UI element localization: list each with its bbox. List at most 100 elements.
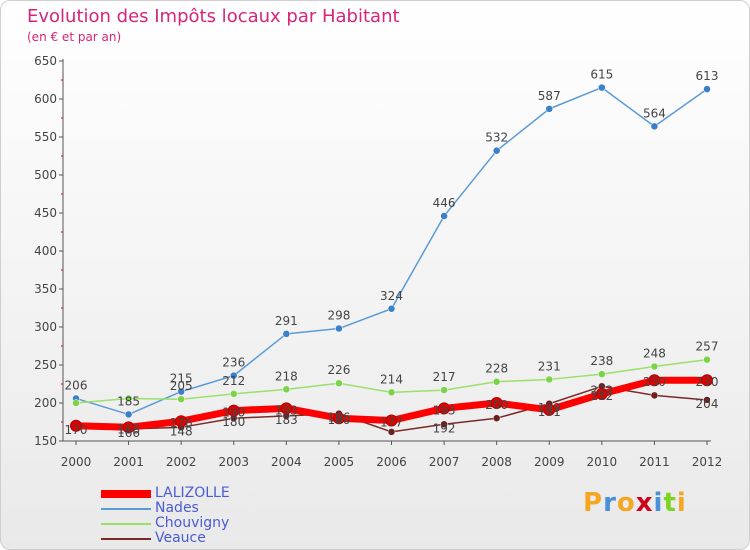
x-tick-label: 2012	[692, 455, 723, 469]
legend-item-nades: Nades	[101, 500, 281, 516]
x-tick-label: 2008	[481, 455, 512, 469]
y-tick-label: 500	[34, 168, 57, 182]
data-label-veauce: 204	[696, 397, 719, 411]
legend-item-lalizolle: LALIZOLLE	[101, 485, 281, 501]
data-label-veauce: 180	[222, 415, 245, 429]
data-label-lalizolle: 191	[538, 405, 561, 419]
data-label-nades: 564	[643, 106, 666, 120]
data-point-lalizolle	[122, 421, 135, 434]
data-point-nades	[492, 146, 501, 155]
data-label-nades: 615	[590, 68, 613, 82]
data-label-chouvigny: 248	[643, 347, 666, 361]
x-tick-label: 2009	[534, 455, 565, 469]
data-label-nades: 291	[275, 314, 298, 328]
data-label-lalizolle: 193	[275, 403, 298, 417]
data-label-veauce: 183	[275, 413, 298, 427]
data-label-nades: 587	[538, 89, 561, 103]
x-tick-label: 2003	[218, 455, 249, 469]
data-label-nades: 185	[117, 394, 140, 408]
data-label-chouvigny: 226	[327, 363, 350, 377]
data-label-chouvigny: 238	[590, 354, 613, 368]
data-point-chouvigny	[598, 370, 606, 378]
data-label-nades: 206	[65, 378, 88, 392]
data-point-nades	[440, 212, 448, 220]
data-label-veauce: 148	[170, 424, 193, 438]
legend-swatch-chouvigny	[101, 523, 151, 525]
y-tick-label: 150	[34, 434, 57, 448]
legend-swatch-lalizolle	[101, 490, 151, 498]
data-point-lalizolle	[385, 414, 398, 427]
data-label-veauce: 186	[327, 411, 350, 425]
data-point-veauce	[387, 428, 396, 436]
legend-item-chouvigny: Chouvigny	[101, 515, 281, 531]
y-tick-label: 600	[34, 92, 57, 106]
data-point-chouvigny	[545, 375, 553, 384]
data-point-lalizolle	[175, 415, 188, 428]
data-label-chouvigny: 231	[538, 359, 561, 373]
data-point-nades	[387, 305, 396, 313]
x-tick-label: 2002	[166, 455, 197, 469]
data-label-veauce: 192	[433, 421, 456, 435]
data-label-veauce: 222	[590, 383, 613, 397]
y-tick-label: 550	[34, 130, 57, 144]
data-label-chouvigny: 217	[433, 370, 456, 384]
data-label-lalizolle: 168	[117, 422, 140, 436]
data-point-chouvigny	[72, 399, 80, 407]
logo-letter: i	[653, 488, 664, 518]
data-point-lalizolle	[648, 374, 661, 387]
chart-subtitle: (en € et par an)	[27, 30, 122, 44]
y-tick-label: 250	[34, 358, 57, 372]
x-tick-label: 2006	[376, 455, 407, 469]
data-point-chouvigny	[177, 395, 185, 403]
data-point-chouvigny	[230, 390, 238, 398]
y-tick-label: 650	[34, 54, 57, 68]
data-point-veauce	[492, 414, 501, 422]
x-tick-label: 2004	[271, 455, 302, 469]
data-point-lalizolle	[280, 402, 293, 415]
data-point-lalizolle	[332, 412, 345, 425]
data-point-nades	[335, 324, 343, 333]
logo-letter: i	[676, 488, 687, 518]
data-point-lalizolle	[227, 404, 240, 417]
data-point-lalizolle	[438, 402, 451, 415]
data-label-nades: 324	[380, 289, 403, 303]
y-tick-label: 200	[34, 396, 57, 410]
data-point-nades	[650, 122, 659, 131]
data-point-nades	[703, 85, 711, 93]
data-label-nades: 298	[327, 309, 350, 323]
data-point-veauce	[440, 420, 448, 429]
data-point-nades	[545, 105, 553, 113]
y-tick-label: 350	[34, 282, 57, 296]
y-tick-label: 300	[34, 320, 57, 334]
logo-letter: o	[616, 488, 636, 518]
data-point-chouvigny	[440, 386, 448, 394]
data-point-nades	[177, 387, 185, 396]
data-label-nades: 532	[485, 131, 508, 145]
data-point-chouvigny	[124, 394, 133, 403]
y-tick-label: 400	[34, 244, 57, 258]
legend-item-veauce: Veauce	[101, 530, 281, 546]
data-label-nades: 613	[696, 69, 719, 83]
data-label-nades: 446	[433, 196, 456, 210]
legend-swatch-nades	[101, 508, 151, 510]
x-tick-label: 2011	[639, 455, 670, 469]
data-label-chouvigny: 228	[485, 362, 508, 376]
legend-label-lalizolle: LALIZOLLE	[155, 485, 230, 501]
legend-label-veauce: Veauce	[155, 530, 206, 546]
legend-swatch-veauce	[101, 538, 151, 540]
legend-label-chouvigny: Chouvigny	[155, 515, 230, 531]
x-tick-label: 2001	[113, 455, 144, 469]
data-label-chouvigny: 218	[275, 369, 298, 383]
logo-letter: P	[583, 488, 604, 518]
data-point-nades	[282, 330, 291, 338]
data-label-nades: 215	[170, 372, 193, 386]
data-label-veauce: 170	[65, 423, 88, 437]
data-label-lalizolle: 200	[485, 398, 508, 412]
x-tick-label: 2005	[324, 455, 355, 469]
data-point-lalizolle	[595, 387, 608, 400]
data-point-chouvigny	[335, 379, 343, 387]
data-label-lalizolle: 176	[170, 416, 193, 430]
data-point-chouvigny	[703, 355, 711, 364]
